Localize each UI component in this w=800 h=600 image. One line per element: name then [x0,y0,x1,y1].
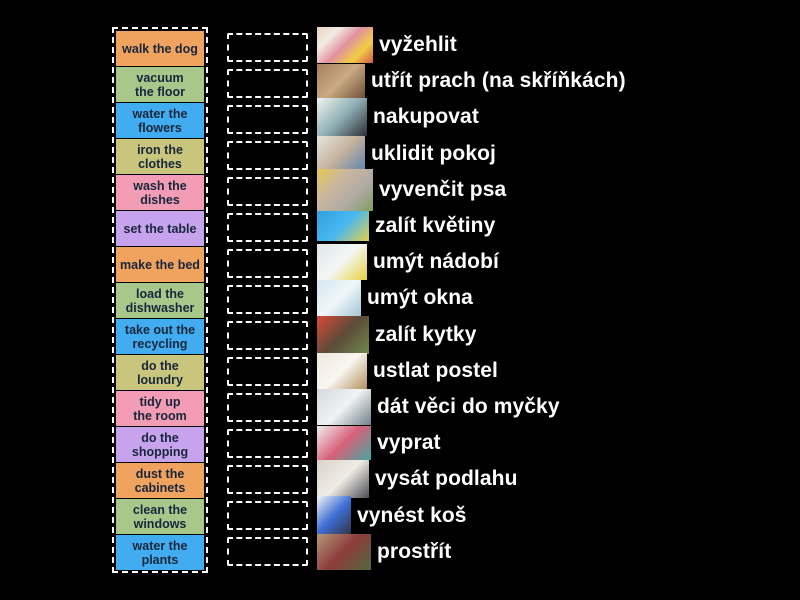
definition-label: utřít prach (na skříňkách) [371,69,626,93]
definition-label: vysát podlahu [375,467,518,491]
answer-slot-11[interactable] [227,429,308,458]
definition-label: dát věci do myčky [377,394,560,418]
definition-label: vyvenčit psa [379,177,507,201]
answer-slot-7[interactable] [227,285,308,314]
keyword-label: clean the windows [132,502,188,531]
definition-row: vyžehlit [317,27,626,64]
window-cleaning-photo [317,280,361,317]
definition-row: umýt okna [317,280,626,317]
keyword-tile-11[interactable]: do the shopping [116,427,204,462]
watering-can-photo [317,315,369,354]
keyword-label: do the shopping [131,430,189,459]
definition-row: vynést koš [317,495,626,536]
dog-walking-photo [317,168,373,211]
answer-slot-9[interactable] [227,357,308,386]
keyword-label: walk the dog [122,41,198,56]
keyword-label: water the flowers [132,106,188,135]
definition-row: nakupovat [317,98,626,137]
definition-label: zalít kytky [375,322,477,346]
keyword-tile-4[interactable]: wash the dishes [116,175,204,210]
keyword-label: set the table [123,221,197,236]
definition-label: ustlat postel [373,358,498,382]
definition-row: utřít prach (na skříňkách) [317,63,626,99]
definition-label: umýt okna [367,286,473,310]
tidying-room-photo [317,135,365,172]
laundry-photo [317,426,371,461]
trash-bag-photo [317,495,351,536]
answer-slot-6[interactable] [227,249,308,278]
answer-slot-3[interactable] [227,141,308,170]
keyword-tile-13[interactable]: clean the windows [116,499,204,534]
keyword-label: dust the cabinets [134,466,186,495]
definition-row: prostřít [317,533,626,570]
answer-slot-10[interactable] [227,393,308,422]
definition-row: vyvenčit psa [317,168,626,211]
keyword-tile-7[interactable]: load the dishwasher [116,283,204,318]
definition-label: uklidit pokoj [371,141,496,165]
keyword-tile-2[interactable]: water the flowers [116,103,204,138]
keywords-column: walk the dog vacuum the floor water the … [112,27,208,573]
answer-slot-13[interactable] [227,501,308,530]
vacuuming-photo [317,460,369,499]
keyword-label: load the dishwasher [125,286,195,315]
making-bed-photo [317,352,367,389]
keyword-tile-1[interactable]: vacuum the floor [116,67,204,102]
answer-slot-12[interactable] [227,465,308,494]
definition-label: vynést koš [357,503,467,527]
ironing-photo [317,27,373,64]
definition-label: zalít květiny [375,214,496,238]
definition-label: vyžehlit [379,33,457,57]
keyword-tile-5[interactable]: set the table [116,211,204,246]
keyword-label: wash the dishes [133,178,187,207]
definition-label: vyprat [377,431,441,455]
answer-slot-0[interactable] [227,33,308,62]
definition-row: zalít květiny [317,208,626,244]
answer-slot-1[interactable] [227,69,308,98]
definitions-column: vyžehlit utřít prach (na skříňkách) naku… [317,27,626,570]
definition-row: zalít kytky [317,315,626,354]
definition-label: umýt nádobí [373,250,499,274]
answer-slot-14[interactable] [227,537,308,566]
table-setting-photo [317,533,371,570]
dishwashing-photo [317,244,367,281]
dishwasher-photo [317,388,371,425]
keyword-label: iron the clothes [137,142,183,171]
keyword-tile-8[interactable]: take out the recycling [116,319,204,354]
definition-row: vysát podlahu [317,460,626,499]
watering-blue-photo [317,211,369,242]
answer-slot-5[interactable] [227,213,308,242]
keyword-label: take out the recycling [124,322,196,351]
keyword-tile-14[interactable]: water the plants [116,535,204,570]
keyword-label: tidy up the room [133,394,187,423]
keyword-label: do the loundry [137,358,183,387]
shopping-bags-photo [317,98,367,137]
keyword-tile-6[interactable]: make the bed [116,247,204,282]
definition-row: ustlat postel [317,352,626,389]
definition-row: umýt nádobí [317,244,626,281]
definition-label: nakupovat [373,105,479,129]
keyword-tile-10[interactable]: tidy up the room [116,391,204,426]
keyword-tile-3[interactable]: iron the clothes [116,139,204,174]
keyword-tile-9[interactable]: do the loundry [116,355,204,390]
answer-slot-2[interactable] [227,105,308,134]
definition-row: vyprat [317,425,626,461]
dusting-photo [317,63,365,99]
keyword-tile-0[interactable]: walk the dog [116,31,204,66]
answer-slots-column [227,33,308,566]
definition-row: dát věci do myčky [317,388,626,425]
definition-row: uklidit pokoj [317,135,626,172]
answer-slot-4[interactable] [227,177,308,206]
keyword-label: water the plants [132,538,188,567]
definition-label: prostřít [377,539,452,563]
keyword-label: make the bed [120,257,200,272]
keyword-label: vacuum the floor [135,70,185,99]
keyword-tile-12[interactable]: dust the cabinets [116,463,204,498]
answer-slot-8[interactable] [227,321,308,350]
